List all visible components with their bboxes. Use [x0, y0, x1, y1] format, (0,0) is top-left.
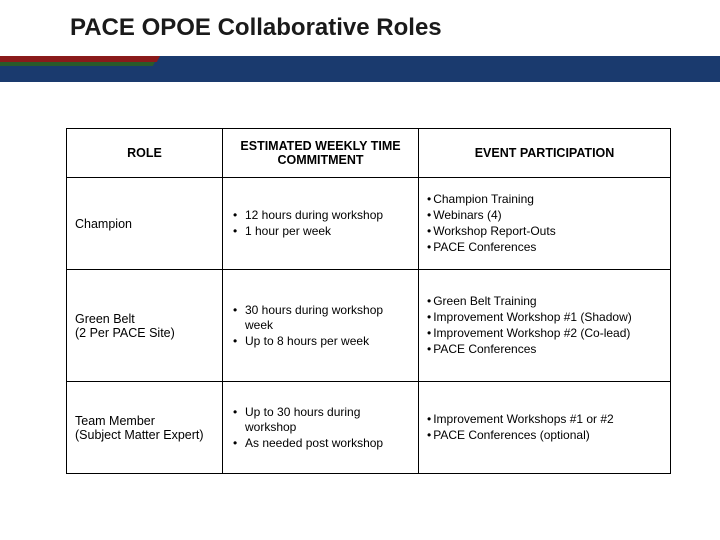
table-body: Champion 12 hours during workshop1 hour p… [67, 178, 671, 474]
list-item: Up to 30 hours during workshop [231, 405, 414, 435]
list-item: 1 hour per week [231, 224, 414, 239]
slide-title: PACE OPOE Collaborative Roles [70, 14, 442, 42]
role-cell: Green Belt(2 Per PACE Site) [67, 270, 223, 382]
roles-table: ROLE ESTIMATED WEEKLY TIME COMMITMENT EV… [66, 128, 671, 474]
role-cell: Champion [67, 178, 223, 270]
list-item: Green Belt Training [427, 294, 664, 309]
list-item: PACE Conferences [427, 240, 664, 255]
commitment-cell: Up to 30 hours during workshopAs needed … [223, 382, 419, 474]
list-item: 30 hours during workshop week [231, 303, 414, 333]
commitment-list: Up to 30 hours during workshopAs needed … [231, 405, 414, 451]
list-item: Champion Training [427, 192, 664, 207]
table-row: Green Belt(2 Per PACE Site)30 hours duri… [67, 270, 671, 382]
commitment-list: 30 hours during workshop weekUp to 8 hou… [231, 303, 414, 349]
list-item: PACE Conferences [427, 342, 664, 357]
table-row: Team Member(Subject Matter Expert)Up to … [67, 382, 671, 474]
table-header-row: ROLE ESTIMATED WEEKLY TIME COMMITMENT EV… [67, 129, 671, 178]
list-item: PACE Conferences (optional) [427, 428, 664, 443]
role-cell: Team Member(Subject Matter Expert) [67, 382, 223, 474]
commitment-cell: 30 hours during workshop weekUp to 8 hou… [223, 270, 419, 382]
col-header-events: EVENT PARTICIPATION [419, 129, 671, 178]
roles-table-wrap: ROLE ESTIMATED WEEKLY TIME COMMITMENT EV… [66, 128, 670, 474]
list-item: As needed post workshop [231, 436, 414, 451]
table-row: Champion 12 hours during workshop1 hour p… [67, 178, 671, 270]
list-item: 12 hours during workshop [231, 208, 414, 223]
list-item: Up to 8 hours per week [231, 334, 414, 349]
events-list: Green Belt TrainingImprovement Workshop … [427, 294, 664, 357]
list-item: Improvement Workshops #1 or #2 [427, 412, 664, 427]
events-cell: Champion TrainingWebinars (4)Workshop Re… [419, 178, 671, 270]
col-header-commitment: ESTIMATED WEEKLY TIME COMMITMENT [223, 129, 419, 178]
list-item: Workshop Report-Outs [427, 224, 664, 239]
list-item: Improvement Workshop #1 (Shadow) [427, 310, 664, 325]
list-item: Improvement Workshop #2 (Co-lead) [427, 326, 664, 341]
events-list: Improvement Workshops #1 or #2PACE Confe… [427, 412, 664, 443]
commitment-cell: 12 hours during workshop1 hour per week [223, 178, 419, 270]
commitment-list: 12 hours during workshop1 hour per week [231, 208, 414, 239]
col-header-role: ROLE [67, 129, 223, 178]
events-list: Champion TrainingWebinars (4)Workshop Re… [427, 192, 664, 255]
events-cell: Improvement Workshops #1 or #2PACE Confe… [419, 382, 671, 474]
header-accent-green [0, 62, 155, 66]
events-cell: Green Belt TrainingImprovement Workshop … [419, 270, 671, 382]
list-item: Webinars (4) [427, 208, 664, 223]
